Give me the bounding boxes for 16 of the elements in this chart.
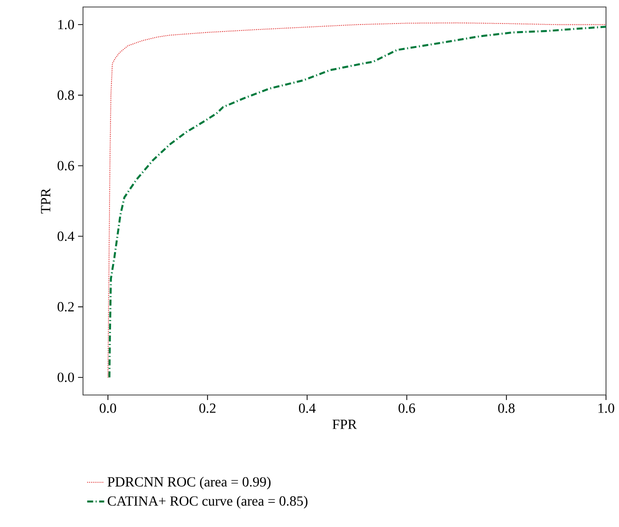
legend-label: PDRCNN ROC (area = 0.99): [108, 476, 271, 490]
y-tick-label: 0.0: [58, 372, 74, 382]
y-tick-label: 0.4: [58, 232, 74, 241]
x-axis-title: FPR: [332, 420, 357, 429]
x-tick-label: 0.4: [298, 403, 316, 413]
x-tick-label: 1.0: [598, 403, 614, 413]
x-tick-label: 0.6: [398, 403, 416, 413]
x-tick-label: 0.2: [199, 403, 216, 413]
y-tick-label: 0.2: [58, 302, 74, 312]
y-axis-title: TPR: [41, 188, 50, 214]
legend-label: CATINA+ ROC curve (area = 0.85): [108, 496, 308, 509]
y-tick-label: 0.6: [58, 160, 74, 170]
x-tick-label: 0.0: [100, 403, 116, 413]
y-tick-label: 0.8: [58, 90, 74, 100]
x-tick-label: 0.8: [498, 403, 515, 413]
y-tick-label: 1.0: [58, 20, 74, 30]
